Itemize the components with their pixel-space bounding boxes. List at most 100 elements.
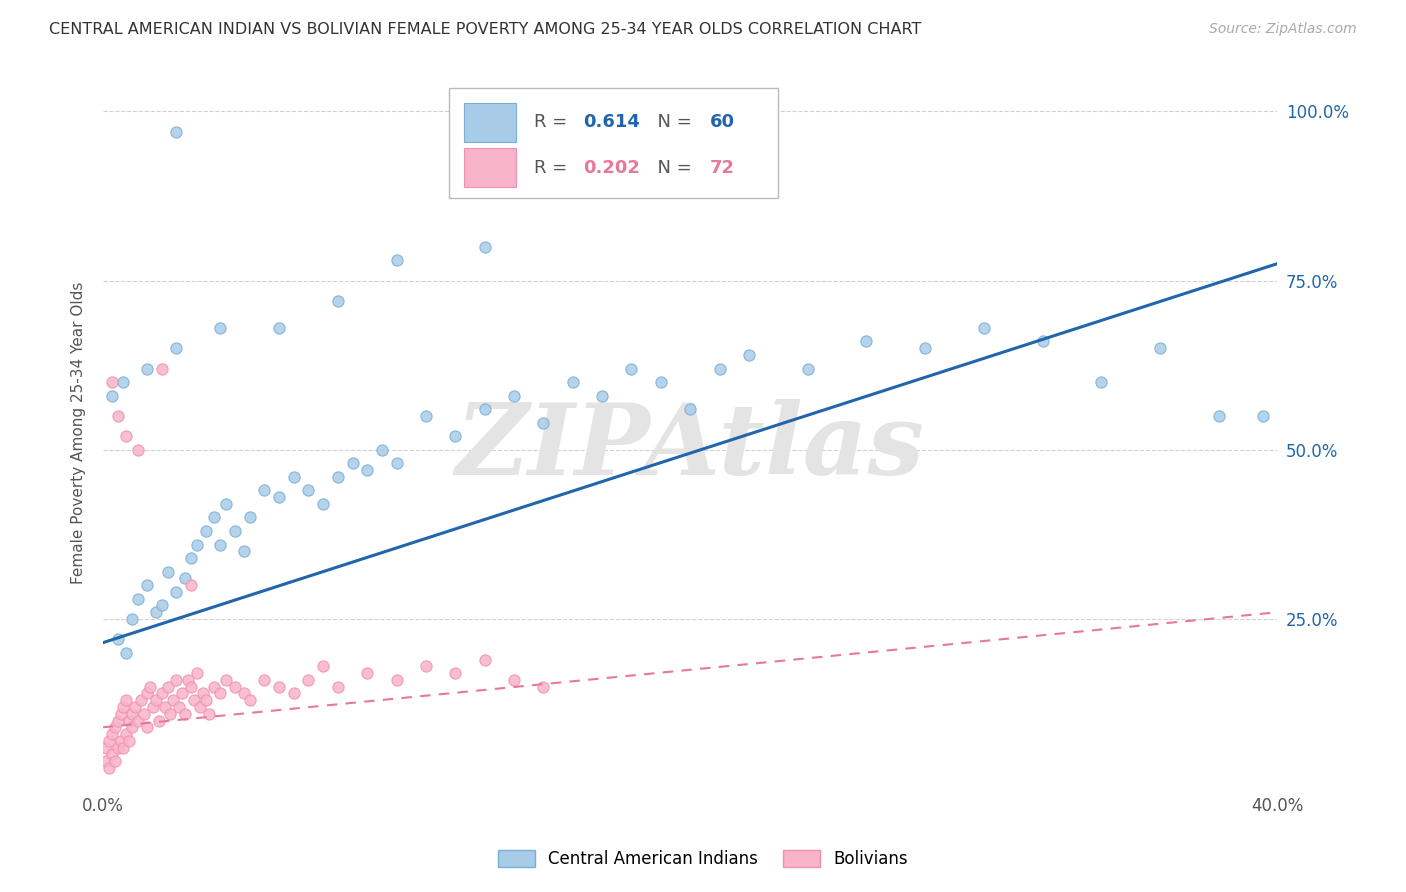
Point	[127, 442, 149, 457]
Text: 0.614: 0.614	[583, 113, 640, 131]
Point	[297, 483, 319, 498]
Point	[232, 686, 254, 700]
Bar	[464, 148, 516, 187]
Point	[115, 429, 138, 443]
Point	[156, 680, 179, 694]
Point	[194, 693, 217, 707]
Point	[183, 693, 205, 707]
Point	[94, 754, 117, 768]
Point	[186, 666, 208, 681]
Point	[136, 578, 159, 592]
Point	[283, 470, 305, 484]
Text: 60: 60	[710, 113, 735, 131]
Point	[194, 524, 217, 538]
Point	[561, 375, 583, 389]
Point	[914, 341, 936, 355]
Point	[209, 686, 232, 700]
Point	[1251, 409, 1274, 423]
Point	[107, 632, 129, 647]
Point	[209, 321, 232, 335]
Point	[112, 375, 135, 389]
Point	[679, 402, 702, 417]
Point	[110, 706, 132, 721]
Point	[107, 740, 129, 755]
Point	[531, 416, 554, 430]
Point	[100, 375, 122, 389]
Point	[118, 734, 141, 748]
Point	[1208, 409, 1230, 423]
Point	[97, 734, 120, 748]
Point	[312, 659, 335, 673]
Point	[136, 686, 159, 700]
Point	[165, 673, 187, 687]
Point	[356, 463, 378, 477]
Point	[269, 490, 291, 504]
Point	[239, 693, 262, 707]
Point	[156, 565, 179, 579]
Text: 72: 72	[710, 159, 735, 177]
Point	[142, 700, 165, 714]
Point	[283, 686, 305, 700]
Point	[107, 714, 129, 728]
Point	[104, 754, 127, 768]
Point	[385, 673, 408, 687]
Point	[115, 693, 138, 707]
Point	[180, 680, 202, 694]
Point	[253, 483, 276, 498]
Point	[269, 321, 291, 335]
Point	[503, 673, 526, 687]
Point	[253, 673, 276, 687]
Point	[107, 409, 129, 423]
Point	[620, 361, 643, 376]
Point	[115, 727, 138, 741]
Point	[167, 700, 190, 714]
Point	[297, 673, 319, 687]
Point	[94, 740, 117, 755]
Point	[385, 253, 408, 268]
Point	[204, 510, 226, 524]
Point	[215, 497, 238, 511]
Point	[100, 727, 122, 741]
Point	[145, 693, 167, 707]
Point	[118, 714, 141, 728]
Point	[165, 125, 187, 139]
Point	[148, 714, 170, 728]
Point	[342, 456, 364, 470]
Y-axis label: Female Poverty Among 25-34 Year Olds: Female Poverty Among 25-34 Year Olds	[72, 282, 86, 584]
Point	[174, 571, 197, 585]
Point	[159, 706, 181, 721]
Point	[177, 673, 200, 687]
Point	[796, 361, 818, 376]
Point	[115, 646, 138, 660]
Point	[444, 429, 467, 443]
Point	[145, 605, 167, 619]
Point	[127, 591, 149, 606]
Text: R =: R =	[534, 159, 574, 177]
Text: N =: N =	[645, 113, 697, 131]
Point	[100, 747, 122, 762]
Point	[709, 361, 731, 376]
Text: CENTRAL AMERICAN INDIAN VS BOLIVIAN FEMALE POVERTY AMONG 25-34 YEAR OLDS CORRELA: CENTRAL AMERICAN INDIAN VS BOLIVIAN FEMA…	[49, 22, 921, 37]
Point	[738, 348, 761, 362]
Point	[269, 680, 291, 694]
Point	[855, 334, 877, 349]
Point	[180, 578, 202, 592]
Point	[136, 720, 159, 734]
Text: Source: ZipAtlas.com: Source: ZipAtlas.com	[1209, 22, 1357, 37]
Point	[139, 680, 162, 694]
Text: 0.202: 0.202	[583, 159, 640, 177]
Point	[174, 706, 197, 721]
Point	[474, 652, 496, 666]
Point	[112, 700, 135, 714]
Point	[150, 686, 173, 700]
Point	[415, 659, 437, 673]
Point	[127, 714, 149, 728]
Point	[326, 293, 349, 308]
Point	[124, 700, 146, 714]
Point	[129, 693, 152, 707]
Point	[326, 470, 349, 484]
Point	[531, 680, 554, 694]
Text: ZIPAtlas: ZIPAtlas	[456, 399, 925, 495]
Point	[1090, 375, 1112, 389]
Point	[112, 740, 135, 755]
